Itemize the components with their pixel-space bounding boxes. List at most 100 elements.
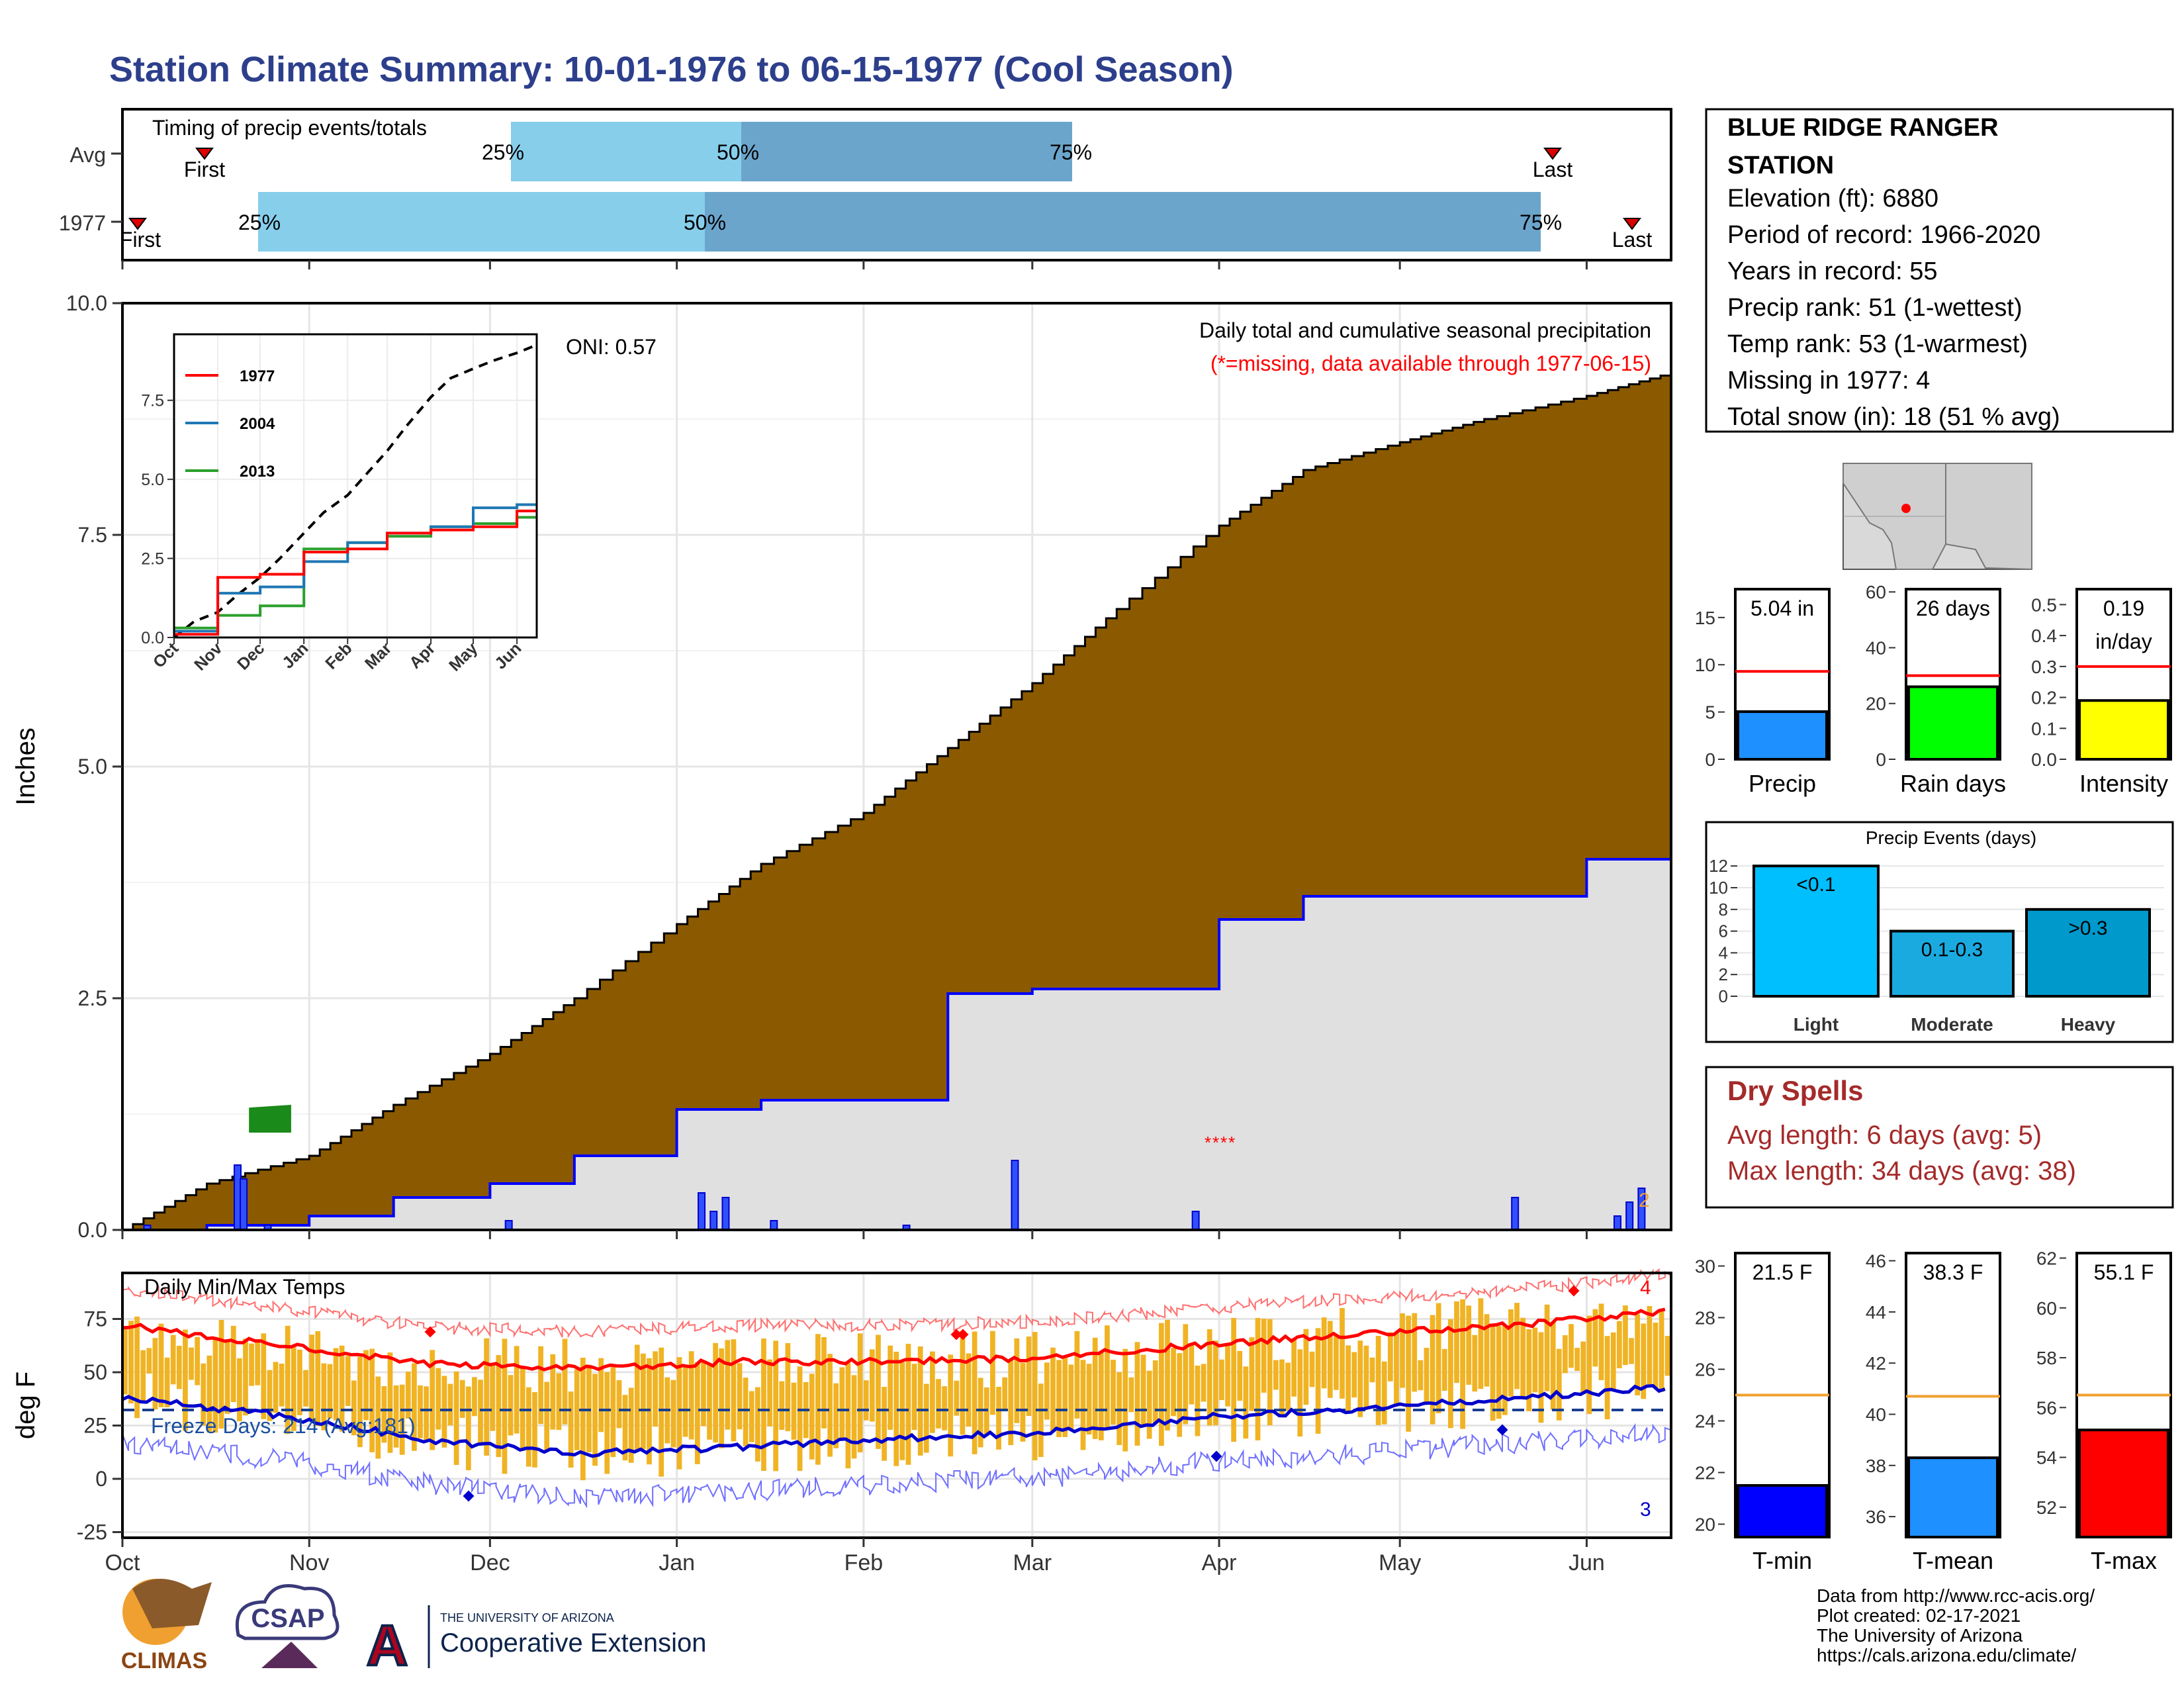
daily-temp-bar xyxy=(1406,1315,1412,1432)
daily-temp-bar xyxy=(1105,1325,1110,1430)
station-period: Period of record: 1966-2020 xyxy=(1727,221,2040,249)
daily-temp-bar xyxy=(224,1339,230,1414)
record-low-marker xyxy=(463,1490,475,1502)
daily-temp-bar xyxy=(441,1376,447,1448)
missing-marker: * xyxy=(1212,1133,1219,1152)
location-map xyxy=(1843,463,2032,571)
daily-temp-bar xyxy=(351,1380,357,1436)
daily-temp-bar xyxy=(146,1348,152,1374)
events-ytick-label: 4 xyxy=(1719,943,1728,962)
daily-temp-bar xyxy=(1189,1344,1195,1405)
precip-event-label: Heavy xyxy=(2061,1014,2116,1035)
temp-ytick-label: -25 xyxy=(77,1521,107,1544)
daily-temp-bar xyxy=(176,1346,182,1389)
precip-ytick-label: 2.5 xyxy=(78,986,107,1010)
month-tick-label: Jan xyxy=(659,1550,695,1575)
daily-temp-bar xyxy=(1508,1309,1514,1397)
daily-temp-bar xyxy=(1418,1360,1424,1391)
y1977-p50-label: 50% xyxy=(684,211,726,234)
daily-temp-bar xyxy=(405,1372,411,1419)
daily-temp-bar xyxy=(1002,1377,1008,1410)
daily-temp-bar xyxy=(701,1362,706,1427)
daily-temp-bar xyxy=(514,1346,520,1434)
daily-temp-bar xyxy=(1050,1347,1056,1432)
daily-temp-bar xyxy=(574,1369,580,1450)
dry-spells-title: Dry Spells xyxy=(1727,1075,1863,1106)
precip-ytick-label: 7.5 xyxy=(78,523,107,547)
mini-bar-t-max: 52 54 56 58 60 62 55.1 F T-max xyxy=(2036,1248,2172,1574)
daily-temp-bar xyxy=(562,1338,568,1425)
daily-temp-bar xyxy=(887,1345,893,1430)
daily-temp-bar xyxy=(140,1350,146,1403)
y1977-last-label: Last xyxy=(1612,228,1653,252)
daily-temp-bar xyxy=(869,1349,875,1422)
daily-temp-bar xyxy=(502,1338,508,1474)
record-low-marker xyxy=(1210,1450,1222,1462)
daily-temp-bar xyxy=(1592,1309,1598,1367)
precip-events-title: Precip Events (days) xyxy=(1866,827,2036,848)
avg-bar-25-50 xyxy=(511,122,741,181)
daily-temp-bar xyxy=(833,1383,839,1448)
daily-temp-bar xyxy=(1502,1325,1508,1415)
daily-precip-bar xyxy=(721,1197,730,1231)
daily-temp-bar xyxy=(424,1386,429,1442)
daily-temp-bar xyxy=(936,1379,941,1429)
avg-first-label: First xyxy=(184,158,225,181)
mini-bar-tick: 0.2 xyxy=(2031,688,2057,708)
daily-temp-bar xyxy=(911,1364,917,1430)
daily-temp-bar xyxy=(496,1355,502,1458)
daily-temp-bar xyxy=(1183,1324,1189,1425)
daily-temp-bar xyxy=(960,1331,966,1435)
y1977-p25-label: 25% xyxy=(238,211,281,234)
daily-temp-bar xyxy=(236,1358,242,1422)
mini-bar-tick: 58 xyxy=(2036,1348,2057,1368)
daily-temp-bar xyxy=(1219,1359,1224,1400)
temp-ytick-label: 0 xyxy=(95,1467,107,1491)
daily-temp-bar xyxy=(1206,1329,1212,1426)
daily-temp-bar xyxy=(1273,1360,1279,1390)
daily-temp-bar xyxy=(1460,1299,1465,1429)
daily-temp-bar xyxy=(1128,1377,1134,1413)
daily-temp-bar xyxy=(966,1353,972,1427)
mini-bar-tick: 10 xyxy=(1695,655,1715,675)
record-max-line xyxy=(122,1268,1672,1338)
daily-temp-bar xyxy=(1249,1337,1255,1411)
daily-temp-bar xyxy=(882,1387,887,1461)
daily-temp-bar xyxy=(1472,1335,1478,1392)
daily-temp-bar xyxy=(713,1342,718,1443)
footer-line2: Plot created: 02-17-2021 xyxy=(1817,1605,2021,1626)
daily-temp-bar xyxy=(279,1363,285,1407)
daily-precip-bar xyxy=(1511,1197,1520,1231)
daily-temp-bar xyxy=(243,1338,248,1416)
mini-bar-tick: 0 xyxy=(1705,749,1715,770)
record-high-marker xyxy=(950,1329,962,1340)
mini-bar-rain-days: 0 20 40 60 26 days Rain days xyxy=(1866,582,2006,797)
daily-temp-bar xyxy=(1641,1323,1647,1399)
daily-temp-bar xyxy=(731,1339,737,1442)
daily-temp-bar xyxy=(472,1377,477,1417)
y1977-p75-label: 75% xyxy=(1520,211,1562,234)
timing-panel: Timing of precip events/totals Avg 1977 … xyxy=(59,108,1672,269)
inset-ytick-label: 2.5 xyxy=(141,550,164,569)
timing-row-avg: Avg xyxy=(69,143,106,167)
inset-ytick-label: 7.5 xyxy=(141,392,164,410)
daily-temp-bar xyxy=(291,1347,296,1431)
mini-bar-tick: 5 xyxy=(1705,702,1715,723)
daily-temp-bar xyxy=(303,1370,308,1407)
mini-bar-label: T-min xyxy=(1752,1547,1812,1574)
avg-min-temp-line xyxy=(121,1383,1666,1458)
avg-p50-label: 50% xyxy=(717,140,759,164)
station-elevation: Elevation (ft): 6880 xyxy=(1727,185,1938,212)
daily-temp-bar xyxy=(634,1344,640,1451)
daily-temp-bar xyxy=(285,1325,291,1434)
station-location-dot xyxy=(1901,504,1911,513)
daily-precip-bar xyxy=(709,1211,718,1231)
mini-bar-tick: 38 xyxy=(1866,1456,1886,1476)
daily-temp-bar xyxy=(1647,1305,1653,1385)
daily-temp-bar xyxy=(1309,1351,1315,1387)
daily-temp-bar xyxy=(1616,1321,1622,1368)
mini-bar-charts: 0 5 10 15 5.04 in Precip 0 20 40 60 26 days Rain da… xyxy=(1695,582,2172,797)
mini-bar-tick: 0.5 xyxy=(2031,594,2057,615)
daily-temp-bar xyxy=(1195,1365,1201,1436)
